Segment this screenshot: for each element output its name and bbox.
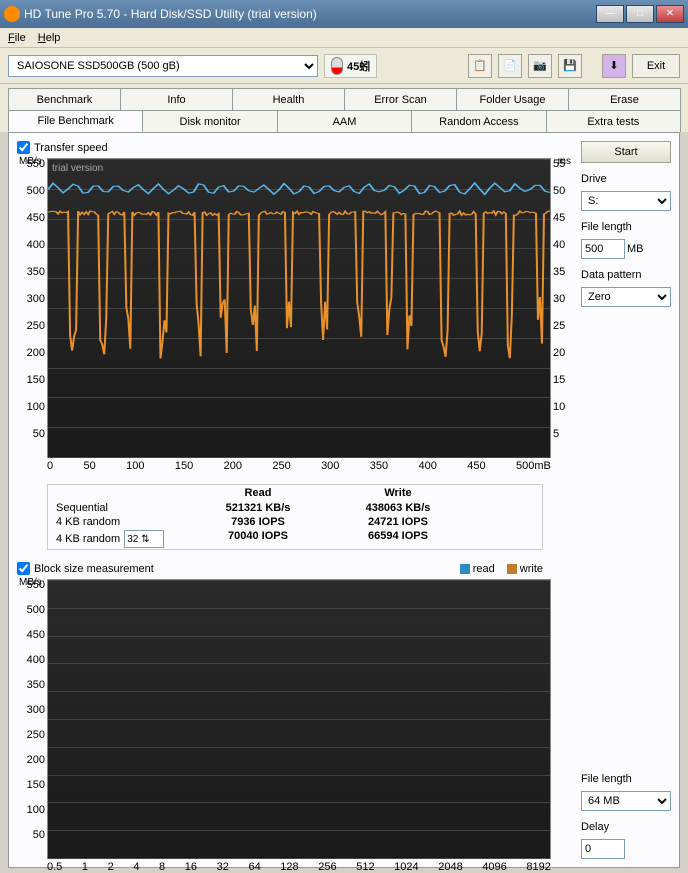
close-button[interactable]: ✕ [656, 5, 684, 23]
toolbar: SAIOSONE SSD500GB (500 gB) 45蚓 📋 📄 📷 💾 ⬇… [0, 48, 688, 84]
filelen-label: File length [581, 221, 671, 233]
tab-info[interactable]: Info [120, 88, 233, 110]
save-icon[interactable]: 💾 [558, 54, 582, 78]
copy2-icon[interactable]: 📄 [498, 54, 522, 78]
block-chart [47, 579, 551, 859]
x-axis: 050100150200250300350400450500mB [47, 460, 551, 472]
legend-write-label: write [520, 563, 543, 575]
tab-folder-usage[interactable]: Folder Usage [456, 88, 569, 110]
transfer-speed-checkbox[interactable] [17, 141, 30, 154]
exit-button[interactable]: Exit [632, 54, 680, 78]
pattern-label: Data pattern [581, 269, 671, 281]
tab-random-access[interactable]: Random Access [411, 110, 546, 132]
start-button[interactable]: Start [581, 141, 671, 163]
y-axis-right: 555045403530252015105 [553, 158, 571, 440]
tab-row-top: Benchmark Info Health Error Scan Folder … [8, 88, 680, 110]
result-row: Sequential521321 KB/s438063 KB/s [48, 501, 542, 515]
temperature-value: 45蚓 [347, 58, 370, 74]
y-axis-left: 55050045040035030025020015010050 [19, 158, 45, 440]
tab-row-bottom: File Benchmark Disk monitor AAM Random A… [8, 110, 680, 132]
result-row: 4 KB random 32 ⇅70040 IOPS66594 IOPS [48, 529, 542, 549]
tab-erase[interactable]: Erase [568, 88, 681, 110]
results-table: ReadWrite Sequential521321 KB/s438063 KB… [47, 484, 543, 550]
legend-write-swatch [507, 564, 517, 574]
tab-aam[interactable]: AAM [277, 110, 412, 132]
x-axis-block: 0.512481632641282565121024204840968192 [47, 861, 551, 873]
y-axis-block: 55050045040035030025020015010050 [19, 579, 45, 841]
tab-disk-monitor[interactable]: Disk monitor [142, 110, 277, 132]
drive-label: Drive [581, 173, 671, 185]
result-row: 4 KB random7936 IOPS24721 IOPS [48, 515, 542, 529]
filelen-unit: MB [627, 243, 644, 255]
settings-icon[interactable]: ⬇ [602, 54, 626, 78]
filelen2-select[interactable]: 64 MB [581, 791, 671, 811]
delay-input[interactable] [581, 839, 625, 859]
filelen-input[interactable] [581, 239, 625, 259]
block-size-label: Block size measurement [34, 563, 154, 575]
drive-letter-select[interactable]: S: [581, 191, 671, 211]
transfer-chart: trial version [47, 158, 551, 458]
titlebar: HD Tune Pro 5.70 - Hard Disk/SSD Utility… [0, 0, 688, 28]
maximize-button[interactable]: □ [626, 5, 654, 23]
screenshot-icon[interactable]: 📷 [528, 54, 552, 78]
delay-label: Delay [581, 821, 671, 833]
col-write: Write [328, 487, 468, 499]
pattern-select[interactable]: Zero [581, 287, 671, 307]
tab-error-scan[interactable]: Error Scan [344, 88, 457, 110]
transfer-speed-label: Transfer speed [34, 142, 108, 154]
tab-file-benchmark[interactable]: File Benchmark [8, 110, 143, 132]
drive-select[interactable]: SAIOSONE SSD500GB (500 gB) [8, 55, 318, 77]
filelen2-label: File length [581, 773, 671, 785]
tab-benchmark[interactable]: Benchmark [8, 88, 121, 110]
tab-extra-tests[interactable]: Extra tests [546, 110, 681, 132]
legend-read-swatch [460, 564, 470, 574]
minimize-button[interactable]: — [596, 5, 624, 23]
window-title: HD Tune Pro 5.70 - Hard Disk/SSD Utility… [24, 7, 596, 21]
block-size-checkbox[interactable] [17, 562, 30, 575]
menu-file[interactable]: File [8, 32, 26, 44]
temperature-display: 45蚓 [324, 54, 377, 78]
legend-read-label: read [473, 563, 495, 575]
app-icon [4, 6, 20, 22]
menu-help[interactable]: Help [38, 32, 61, 44]
menubar: File Help [0, 28, 688, 48]
copy-icon[interactable]: 📋 [468, 54, 492, 78]
thermometer-icon [331, 57, 343, 75]
col-read: Read [188, 487, 328, 499]
tab-health[interactable]: Health [232, 88, 345, 110]
